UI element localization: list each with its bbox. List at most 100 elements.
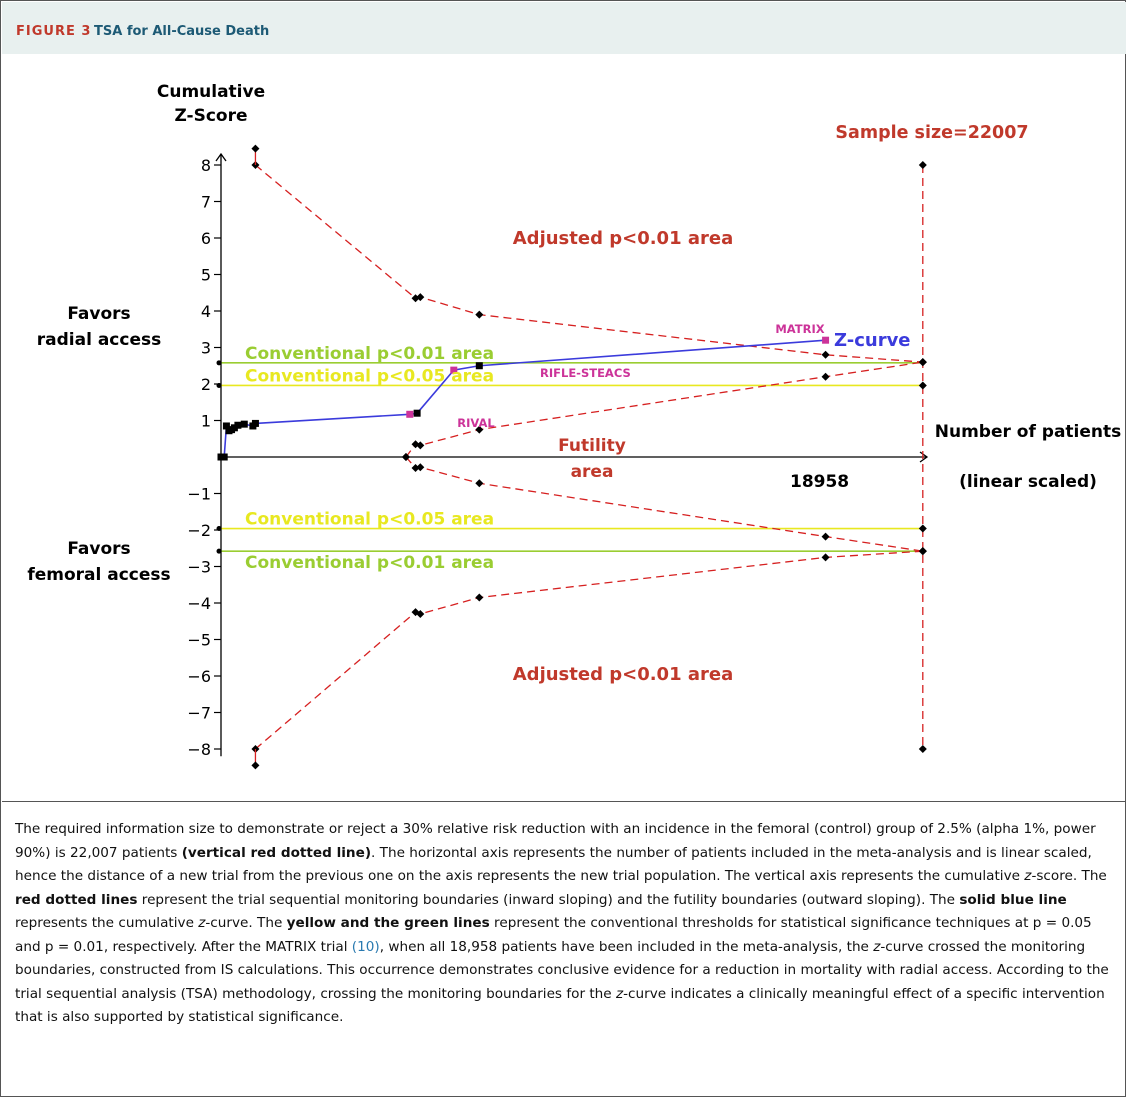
y-tick-label: 2	[201, 375, 211, 394]
y-tick-label: −1	[187, 485, 211, 504]
z-curve-marker	[822, 336, 830, 344]
x-axis-title: (linear scaled)	[959, 472, 1097, 492]
z-curve-marker	[450, 366, 458, 374]
favors-radial-label: radial access	[37, 330, 161, 350]
z-curve-marker	[220, 453, 228, 461]
adjusted-area-label: Adjusted p<0.01 area	[513, 664, 734, 685]
sample-size-marker	[918, 161, 927, 169]
x-tick-label: 18958	[790, 472, 849, 492]
y-tick-label: 4	[201, 302, 211, 321]
caption-text: . The horizontal axis represents the num…	[15, 844, 1092, 885]
tsa-chart: 8 7 6 5 4 3 2 1 −1 −2 −3 −4 −5 −6 −7 −8 18958 Convention…	[27, 82, 1121, 770]
z-curve-marker	[230, 424, 238, 432]
y-tick-label: −4	[187, 594, 211, 613]
threshold-label: Conventional p<0.01 area	[245, 344, 494, 364]
threshold-marker	[216, 360, 222, 366]
caption-italic: z	[198, 915, 206, 931]
y-tick-label: 8	[201, 156, 211, 175]
caption-text: -curve. The	[205, 915, 287, 931]
z-curve-marker	[475, 362, 483, 370]
y-tick-label: −5	[187, 631, 211, 650]
y-tick-label: 1	[201, 412, 211, 431]
figure-caption: The required information size to demonst…	[15, 818, 1113, 1030]
threshold-marker	[216, 548, 222, 554]
futility-area-label: Futility	[558, 436, 626, 456]
caption-divider	[2, 801, 1126, 802]
y-tick-label: −3	[187, 558, 211, 577]
boundary-marker	[475, 593, 484, 602]
boundary-marker	[416, 293, 425, 302]
caption-italic: z	[1024, 868, 1032, 884]
threshold-label: Conventional p<0.01 area	[245, 553, 494, 573]
y-tick-label: −6	[187, 667, 211, 686]
caption-text: represent the trial sequential monitorin…	[137, 891, 960, 908]
boundary-marker	[475, 479, 484, 488]
caption-text: represents the cumulative	[15, 915, 199, 931]
z-curve-marker	[251, 419, 259, 427]
caption-text: The required information size to demonst…	[15, 821, 1096, 861]
caption-text: -curve crossed the monitoring boundaries…	[15, 938, 1109, 1002]
figure-label: FIGURE 3	[16, 24, 92, 39]
boundary-marker	[821, 532, 830, 541]
caption-italic: z	[873, 938, 881, 955]
boundary-marker	[416, 463, 425, 472]
y-axis-title: Cumulative	[157, 82, 265, 102]
y-axis-arrow	[215, 152, 227, 162]
boundary-marker	[918, 358, 927, 367]
z-curve-label: Z-curve	[834, 330, 911, 351]
z-curve-marker	[222, 422, 230, 430]
citation-link[interactable]: (10)	[351, 938, 380, 955]
z-curve-marker	[413, 409, 421, 417]
caption-italic: z	[615, 985, 624, 1002]
figure-title: TSA for All-Cause Death	[94, 24, 270, 39]
boundary-lines	[251, 144, 927, 770]
y-tick-label: −8	[187, 740, 211, 759]
sample-size-label: Sample size=22007	[835, 123, 1028, 143]
sample-size-marker	[918, 381, 927, 390]
boundary-line	[405, 456, 923, 552]
sample-size-marker	[918, 745, 927, 753]
sample-size-marker	[918, 524, 927, 533]
caption-bold: solid blue line	[959, 891, 1067, 908]
y-tick-label: 3	[201, 339, 211, 358]
favors-femoral-label: femoral access	[27, 565, 170, 585]
caption-text: -curve indicates a clinically meaningful…	[15, 985, 1105, 1026]
boundary-marker	[251, 144, 260, 153]
caption-bold: (vertical red dotted line)	[181, 844, 372, 861]
boundary-line	[255, 164, 923, 363]
threshold-label: Conventional p<0.05 area	[245, 366, 494, 386]
adjusted-area-label: Adjusted p<0.01 area	[513, 228, 734, 249]
caption-text: , when all 18,958 patients have been inc…	[379, 938, 874, 955]
caption-bold: yellow and the green lines	[286, 915, 490, 931]
trial-label: RIVAL	[457, 416, 495, 430]
caption-text: -score. The	[1031, 868, 1107, 884]
trial-label: MATRIX	[775, 322, 824, 336]
conventional-threshold-lines	[216, 360, 923, 554]
boundary-marker	[411, 463, 420, 472]
caption-text: represent the conventional thresholds fo…	[15, 915, 1092, 955]
y-tick-label: −7	[187, 704, 211, 723]
boundary-marker	[251, 761, 260, 770]
caption-bold: red dotted lines	[15, 891, 138, 908]
y-tick-label: 7	[201, 193, 211, 212]
boundary-marker	[416, 441, 425, 450]
boundary-marker	[821, 372, 830, 381]
z-curve	[217, 336, 830, 461]
boundary-marker	[475, 310, 484, 319]
boundary-marker	[475, 425, 484, 434]
y-tick-label: 6	[201, 229, 211, 248]
figure-header: FIGURE 3 TSA for All-Cause Death	[2, 2, 1126, 54]
z-curve-marker	[234, 421, 242, 429]
boundary-marker	[821, 553, 830, 562]
y-tick-label: −2	[187, 521, 211, 540]
futility-area-label: area	[571, 462, 614, 482]
favors-femoral-label: Favors	[67, 539, 130, 559]
boundary-line	[255, 550, 923, 750]
z-curve-marker	[240, 420, 248, 428]
z-curve-marker	[406, 410, 414, 418]
boundary-marker	[401, 453, 410, 461]
y-axis-title: Z-Score	[175, 106, 248, 126]
boundary-marker	[416, 609, 425, 618]
